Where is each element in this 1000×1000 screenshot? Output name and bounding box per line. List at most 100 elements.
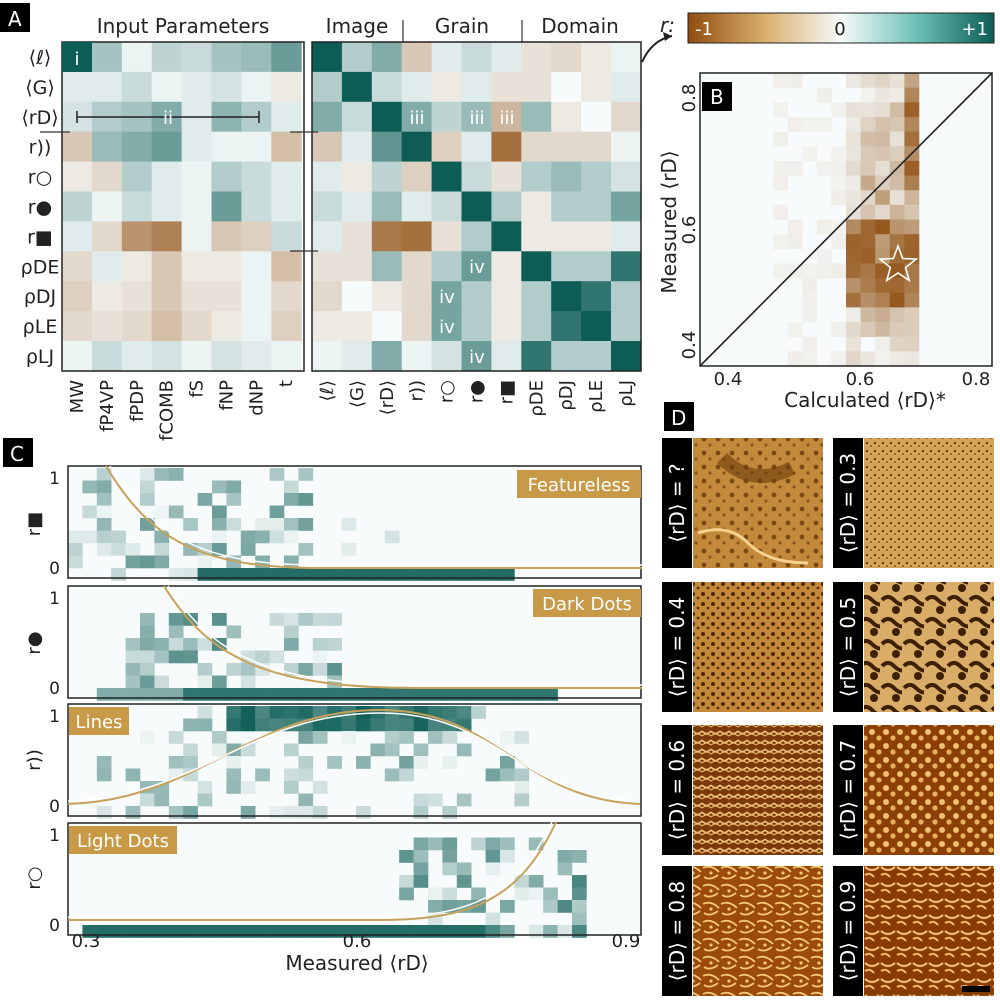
parity-cell	[860, 248, 876, 264]
panel-b: B 0.4 0.6 0.8 Measured ⟨rD⟩ 0.4 0.6 0.8 …	[657, 72, 993, 412]
afm-image-grid: ⟨rD⟩ = ? ⟨rD⟩ = 0.3 ⟨rD⟩ = 0.4 ⟨rD⟩ = 0.5 ⟨r…	[662, 438, 994, 996]
heatmap-cell	[151, 191, 183, 222]
parity-cell	[846, 219, 861, 235]
heatmap-cell	[91, 191, 123, 222]
afm-label: ⟨rD⟩ = ?	[665, 463, 689, 542]
parity-cell	[875, 219, 891, 235]
morphology-cell	[168, 731, 184, 744]
afm-label: ⟨rD⟩ = 0.5	[836, 597, 860, 698]
b-ytick: 0.8	[679, 84, 700, 113]
parity-cell	[889, 351, 905, 367]
heatmap-cell	[62, 251, 93, 282]
parity-cell	[904, 87, 920, 103]
morphology-cell	[399, 688, 414, 701]
trend-curve-featureless-inner	[109, 465, 642, 566]
heatmap-cell	[151, 281, 183, 312]
parity-cell	[802, 117, 818, 132]
morphology-cell	[298, 688, 314, 701]
morphology-cell	[456, 875, 472, 888]
morphology-cell	[255, 530, 270, 544]
heatmap-cell	[211, 281, 242, 312]
column-label: r○	[437, 380, 458, 403]
heatmap-cell	[401, 101, 433, 133]
heatmap-cell	[431, 251, 462, 282]
heatmap-cell	[271, 161, 302, 192]
morphology-cell	[399, 718, 414, 732]
morphology-cell	[528, 925, 544, 938]
heatmap-cell	[491, 161, 522, 192]
parity-cell	[802, 263, 818, 279]
parity-cell	[846, 102, 861, 118]
heatmap-cell	[312, 221, 343, 252]
morphology-cell	[298, 756, 314, 769]
heatmap-cell	[181, 221, 212, 252]
morphology-cell	[514, 875, 530, 888]
afm-tile: ⟨rD⟩ = 0.7	[833, 725, 994, 855]
morphology-cell	[284, 706, 299, 719]
morphology-cell	[485, 768, 501, 782]
column-label: ρDE	[526, 380, 547, 417]
heatmap-cell	[371, 161, 403, 192]
parity-cell	[875, 292, 891, 308]
panel-a-label: A	[8, 7, 22, 31]
c-yticks: 1 0 1 0 1 0 1 0	[49, 469, 60, 936]
parity-cell	[889, 175, 905, 191]
morphology-cell	[140, 731, 155, 744]
heatmap-cell	[151, 311, 183, 342]
morphology-cell	[125, 768, 141, 782]
row-label: r○	[28, 167, 52, 189]
marker-iv: iv	[439, 287, 455, 308]
heatmap-cell	[211, 311, 242, 342]
parity-cell	[875, 146, 891, 162]
morphology-cell	[125, 543, 141, 556]
panel-d-label-bg	[664, 402, 694, 431]
morphology-cell	[500, 900, 515, 913]
morphology-cell	[154, 555, 170, 569]
heatmap-cell	[491, 281, 522, 312]
parity-cell	[802, 307, 818, 323]
colorbar	[687, 12, 995, 44]
morphology-cell	[456, 743, 472, 757]
morphology-cell	[413, 837, 429, 851]
heatmap-cell	[241, 221, 272, 252]
morphology-cell	[68, 543, 83, 556]
morphology-cell	[226, 480, 242, 494]
morphology-cell	[154, 530, 170, 544]
tag-light-dots-bg	[69, 826, 177, 854]
morphology-cell	[370, 688, 386, 701]
morphology-cell	[284, 768, 299, 782]
morphology-heatmaps	[68, 466, 641, 938]
row-label: r))	[29, 137, 52, 159]
morphology-cell	[399, 875, 414, 888]
morphology-cell	[197, 706, 213, 719]
morphology-cell	[312, 731, 328, 744]
morphology-cell	[327, 638, 342, 651]
parity-cell	[773, 160, 788, 176]
parity-cell	[860, 73, 876, 88]
morphology-cell	[528, 688, 544, 701]
afm-label-strip	[662, 725, 692, 855]
parity-cell	[846, 278, 861, 294]
heatmap-cell	[121, 281, 153, 312]
morphology-cell	[269, 806, 285, 819]
morphology-cell	[197, 925, 213, 938]
morphology-cell	[140, 663, 155, 676]
heatmap-cell	[551, 341, 582, 372]
parity-cell	[831, 146, 847, 162]
heatmap-cell	[121, 42, 153, 73]
morphology-cell	[269, 505, 285, 519]
heatmap-cell	[611, 251, 642, 282]
morphology-frames	[67, 465, 642, 936]
morphology-cell	[125, 675, 141, 689]
afm-label: ⟨rD⟩ = 0.4	[665, 597, 689, 698]
morphology-cell	[240, 781, 256, 794]
afm-tile: ⟨rD⟩ = 0.3	[833, 438, 994, 568]
morphology-cell	[312, 718, 328, 732]
parity-cell	[773, 102, 788, 118]
morphology-cell	[226, 688, 242, 701]
morphology-cell	[140, 613, 155, 626]
heatmap-cell	[551, 42, 582, 73]
afm-image	[693, 582, 823, 712]
afm-image	[693, 866, 823, 996]
heatmap-cell	[241, 191, 272, 222]
